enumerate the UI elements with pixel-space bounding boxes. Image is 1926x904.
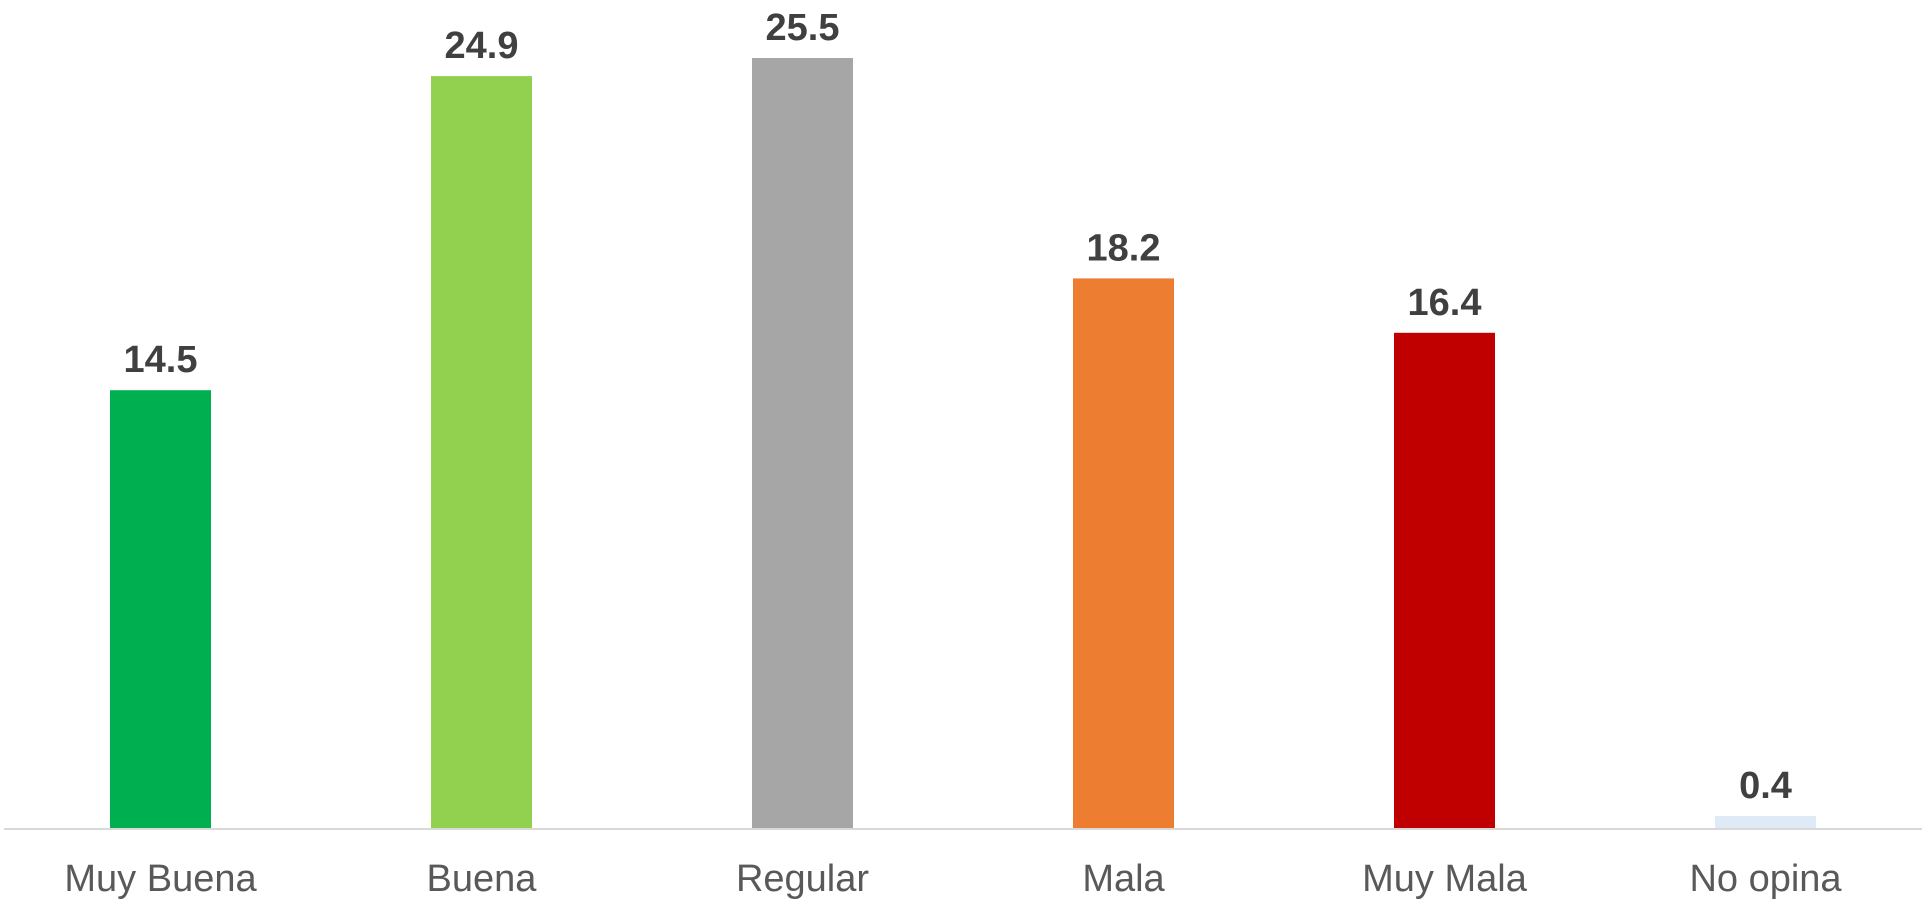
- category-label-muy-buena: Muy Buena: [64, 858, 257, 900]
- value-label-no-opina: 0.4: [1739, 765, 1792, 807]
- category-label-mala: Mala: [1082, 858, 1165, 900]
- category-labels-layer: Muy Buena Buena Regular Mala Muy Mala No opin…: [64, 858, 1842, 900]
- bar-muy-buena: [110, 390, 211, 828]
- value-labels-layer: 14.5 24.9 25.5 18.2 16.4 0.4: [124, 7, 1792, 807]
- value-label-regular: 25.5: [766, 7, 840, 49]
- category-label-regular: Regular: [736, 858, 869, 900]
- value-label-muy-buena: 14.5: [124, 339, 198, 381]
- category-label-muy-mala: Muy Mala: [1362, 858, 1528, 900]
- bar-regular: [752, 58, 853, 828]
- bar-no-opina: [1715, 815, 1816, 828]
- bar-muy-mala: [1394, 332, 1495, 828]
- category-label-no-opina: No opina: [1689, 858, 1842, 900]
- value-label-mala: 18.2: [1087, 227, 1161, 269]
- category-label-buena: Buena: [427, 858, 538, 900]
- value-label-muy-mala: 16.4: [1408, 282, 1482, 324]
- bars-layer: [110, 58, 1816, 829]
- bar-mala: [1073, 278, 1174, 828]
- bar-buena: [431, 76, 532, 829]
- value-label-buena: 24.9: [445, 25, 519, 67]
